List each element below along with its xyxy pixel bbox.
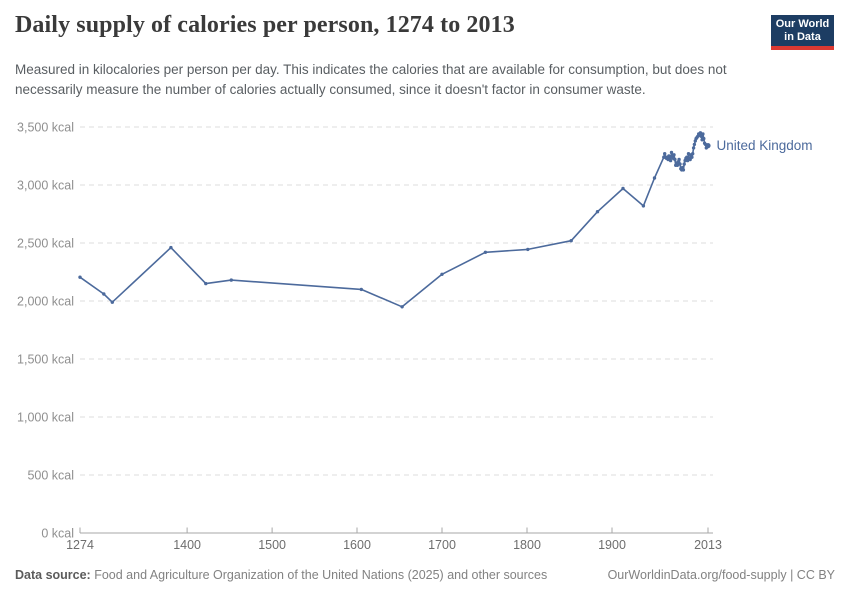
data-point	[400, 305, 404, 309]
data-point	[110, 300, 115, 304]
y-tick-label: 0 kcal	[41, 527, 74, 541]
y-tick-label: 1,500 kcal	[17, 353, 74, 367]
data-point	[102, 292, 106, 296]
chart-subtitle: Measured in kilocalories per person per …	[15, 62, 727, 98]
data-point	[669, 150, 674, 155]
data-point	[359, 287, 363, 292]
data-point	[204, 281, 208, 286]
data-point	[621, 186, 625, 191]
data-point	[641, 204, 646, 208]
data-point	[691, 152, 695, 156]
data-point	[692, 142, 697, 147]
series-label[interactable]: United Kingdom	[717, 138, 813, 153]
data-point	[681, 168, 686, 172]
data-point	[652, 176, 657, 180]
owid-logo: Our World in Data	[771, 15, 834, 50]
x-tick-label: 1274	[66, 538, 94, 552]
data-point	[677, 157, 681, 162]
credit-link[interactable]: OurWorldinData.org/food-supply | CC BY	[607, 568, 835, 582]
data-point	[526, 247, 530, 252]
y-tick-label: 500 kcal	[27, 469, 74, 483]
data-point	[701, 132, 705, 136]
data-point	[678, 162, 682, 166]
x-tick-label: 2013	[694, 538, 722, 552]
data-point	[569, 239, 573, 243]
logo-line-1: Our World	[775, 17, 830, 30]
data-point	[702, 136, 706, 141]
data-source-label: Data source:	[15, 568, 91, 582]
x-tick-label: 1900	[598, 538, 626, 552]
x-tick-label: 1400	[173, 538, 201, 552]
data-point	[440, 272, 444, 276]
data-point	[675, 163, 680, 167]
data-point	[483, 250, 488, 254]
y-tick-label: 3,000 kcal	[17, 179, 74, 193]
y-tick-label: 3,500 kcal	[17, 121, 74, 135]
y-tick-label: 1,000 kcal	[17, 411, 74, 425]
data-source: Data source: Food and Agriculture Organi…	[15, 568, 547, 582]
data-point	[169, 245, 173, 250]
x-tick-label: 1800	[513, 538, 541, 552]
data-point	[682, 162, 686, 166]
data-point	[690, 155, 694, 159]
y-tick-label: 2,000 kcal	[17, 295, 74, 309]
series-end-point	[705, 143, 711, 149]
data-point	[691, 146, 696, 150]
x-tick-label: 1600	[343, 538, 371, 552]
y-tick-label: 2,500 kcal	[17, 237, 74, 251]
data-point	[663, 152, 667, 156]
page-title: Daily supply of calories per person, 127…	[15, 12, 515, 38]
data-point	[668, 158, 673, 163]
data-point	[229, 278, 233, 282]
chart-footer: Data source: Food and Agriculture Organi…	[15, 568, 835, 582]
data-point	[673, 157, 677, 162]
data-point	[672, 153, 676, 157]
x-tick-label: 1700	[428, 538, 456, 552]
data-point	[78, 275, 82, 279]
data-point	[595, 210, 600, 214]
logo-line-2: in Data	[784, 30, 821, 43]
data-source-text: Food and Agriculture Organization of the…	[90, 568, 548, 582]
x-tick-label: 1500	[258, 538, 286, 552]
series-line-united-kingdom	[79, 132, 709, 308]
